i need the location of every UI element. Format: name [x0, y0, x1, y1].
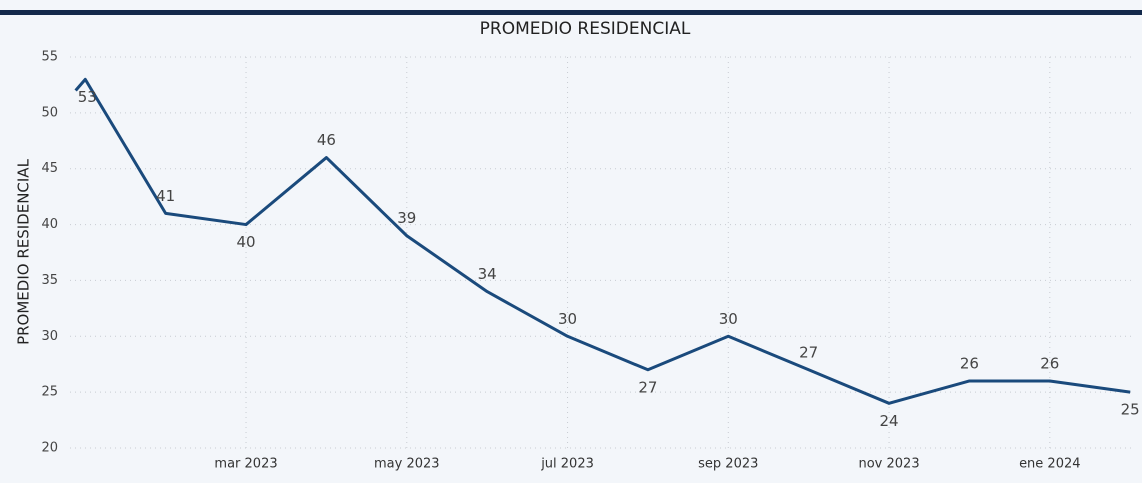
- data-label: 39: [397, 209, 416, 227]
- data-label: 26: [960, 354, 979, 372]
- line: [74, 77, 1131, 405]
- y-tick-label: 45: [41, 161, 58, 176]
- top-bar: [0, 10, 1142, 15]
- y-tick-label: 55: [41, 50, 58, 65]
- y-tick-label: 25: [41, 385, 58, 400]
- y-tick-label: 40: [41, 217, 58, 232]
- data-label: 46: [317, 131, 336, 149]
- y-tick-label: 50: [41, 105, 58, 120]
- y-tick-label: 20: [41, 441, 58, 456]
- data-label: 24: [879, 412, 898, 430]
- data-label: 34: [478, 265, 497, 283]
- data-label: 41: [156, 187, 175, 205]
- y-axis-label: PROMEDIO RESIDENCIAL: [15, 158, 33, 344]
- chart-title: PROMEDIO RESIDENCIAL: [480, 19, 691, 39]
- x-tick-label: nov 2023: [858, 457, 919, 472]
- x-tick-label: ene 2024: [1019, 457, 1080, 472]
- data-label: 27: [799, 343, 818, 361]
- data-label: 25: [1121, 401, 1140, 419]
- data-label: 26: [1040, 354, 1059, 372]
- data-label: 27: [638, 378, 657, 396]
- data-label: 30: [719, 310, 738, 328]
- data-label: 40: [236, 233, 255, 251]
- x-tick-label: sep 2023: [698, 457, 758, 472]
- data-label: 30: [558, 310, 577, 328]
- x-tick-label: mar 2023: [214, 457, 277, 472]
- x-tick-label: may 2023: [374, 457, 440, 472]
- y-tick-label: 35: [41, 273, 58, 288]
- data-label: 53: [78, 88, 97, 106]
- x-tick-label: jul 2023: [540, 457, 594, 472]
- y-tick-label: 30: [41, 329, 58, 344]
